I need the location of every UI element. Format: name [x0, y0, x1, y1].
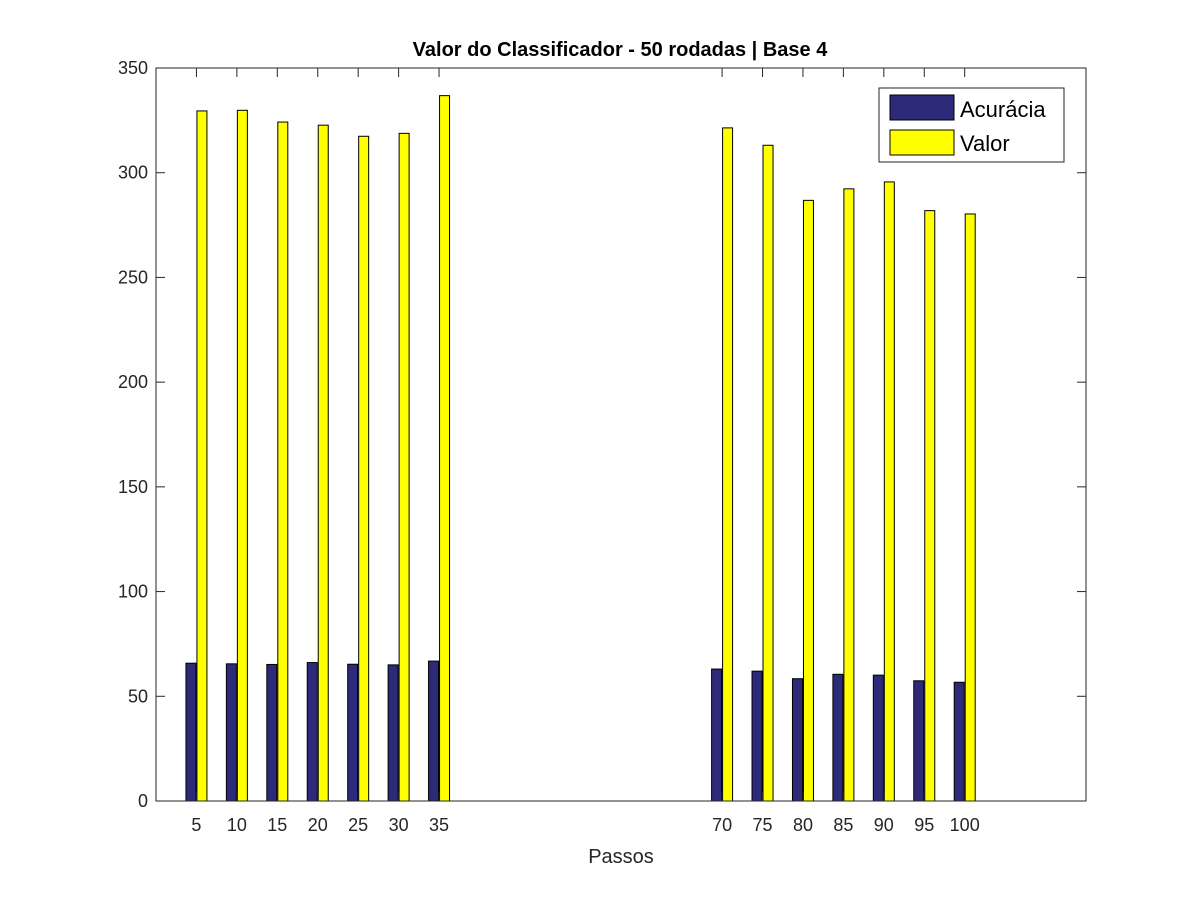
x-tick-label-10: 10 [227, 815, 247, 835]
bar-acuracia-30 [387, 664, 399, 802]
bar-acuracia-80 [791, 678, 803, 802]
bar-valor-80 [802, 199, 814, 802]
bar-acuracia-10 [225, 663, 237, 802]
bar-acuracia-15 [266, 663, 278, 802]
x-tick-label-85: 85 [833, 815, 853, 835]
bar-acuracia-25 [347, 663, 359, 802]
y-tick-label-250: 250 [118, 267, 148, 287]
x-tick-label-20: 20 [308, 815, 328, 835]
bar-acuracia-70 [711, 668, 723, 802]
y-tick-label-350: 350 [118, 58, 148, 78]
bar-acuracia-5 [185, 662, 197, 802]
x-tick-label-30: 30 [389, 815, 409, 835]
bar-valor-100 [964, 213, 976, 802]
x-tick-label-75: 75 [753, 815, 773, 835]
bar-valor-85 [843, 188, 855, 802]
bar-valor-70 [722, 127, 734, 802]
bar-valor-5 [196, 110, 208, 802]
bar-acuracia-100 [953, 681, 965, 802]
x-tick-label-70: 70 [712, 815, 732, 835]
legend: Acurácia Valor [878, 87, 1065, 163]
y-tick-label-50: 50 [128, 686, 148, 706]
bar-valor-15 [277, 121, 289, 802]
bar-acuracia-85 [832, 673, 844, 802]
bar-valor-75 [762, 144, 774, 802]
bar-valor-20 [317, 124, 329, 802]
x-tick-label-5: 5 [191, 815, 201, 835]
bar-valor-10 [236, 109, 248, 802]
x-tick-label-15: 15 [267, 815, 287, 835]
x-tick-label-95: 95 [914, 815, 934, 835]
bar-valor-30 [398, 132, 410, 802]
y-tick-label-200: 200 [118, 372, 148, 392]
legend-label-acuracia: Acurácia [960, 97, 1046, 122]
x-tick-label-25: 25 [348, 815, 368, 835]
bars-layer [185, 95, 976, 802]
x-tick-label-80: 80 [793, 815, 813, 835]
legend-swatch-acuracia [889, 94, 955, 121]
bar-acuracia-35 [428, 660, 440, 802]
x-tick-label-90: 90 [874, 815, 894, 835]
x-tick-label-35: 35 [429, 815, 449, 835]
bar-acuracia-20 [306, 662, 318, 802]
bar-valor-35 [439, 95, 451, 802]
chart-title: Valor do Classificador - 50 rodadas | Ba… [413, 39, 829, 61]
legend-label-valor: Valor [960, 131, 1010, 156]
y-tick-label-0: 0 [138, 791, 148, 811]
bar-valor-95 [924, 210, 936, 802]
x-axis-title: Passos [588, 846, 654, 868]
y-tick-label-150: 150 [118, 477, 148, 497]
bar-valor-25 [358, 135, 370, 802]
bar-valor-90 [883, 181, 895, 802]
y-tick-label-300: 300 [118, 163, 148, 183]
plot-frame [155, 67, 1087, 802]
x-tick-label-100: 100 [950, 815, 980, 835]
y-tick-label-100: 100 [118, 582, 148, 602]
legend-swatch-valor [889, 129, 955, 156]
bar-acuracia-75 [751, 670, 763, 802]
bar-acuracia-90 [872, 674, 884, 802]
ticks-layer: 0 50 100 150 200 250 300 350 5 10 15 20 25 30 35 70 75 80… [118, 58, 1086, 835]
bar-acuracia-95 [913, 680, 925, 802]
